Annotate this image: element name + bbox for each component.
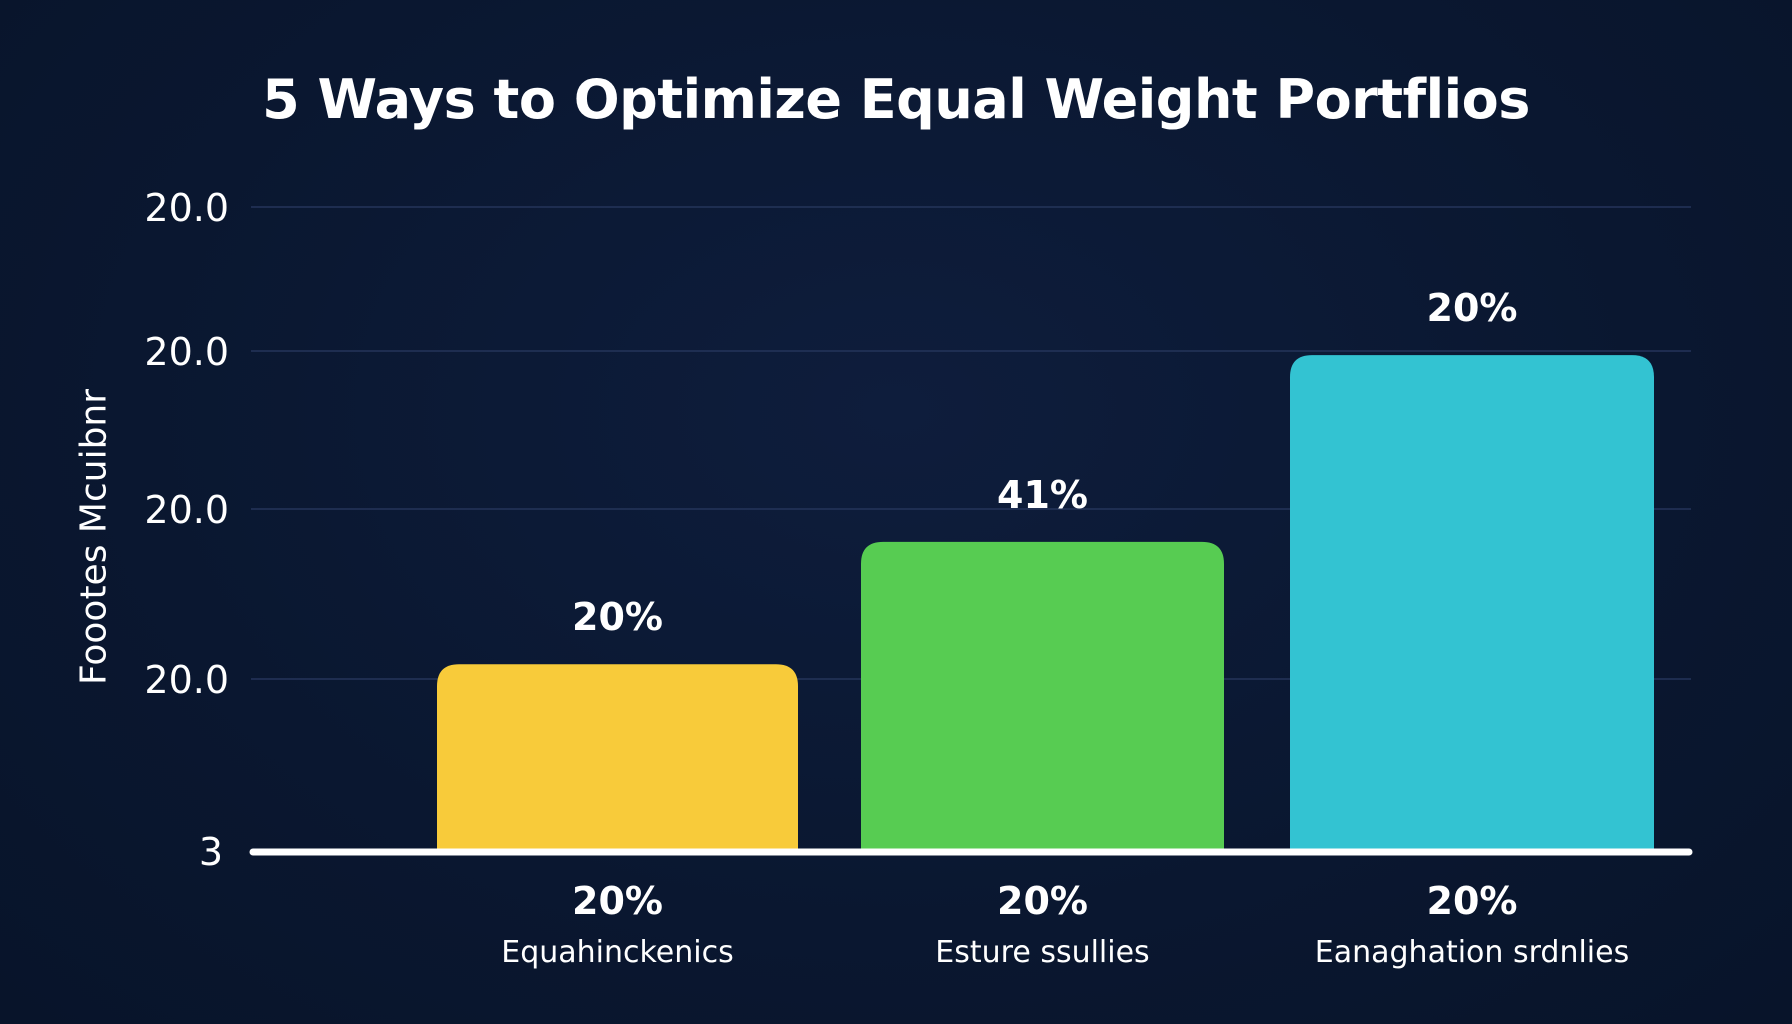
- bar: [861, 541, 1224, 851]
- bar: [1290, 355, 1654, 851]
- y-tick-label: 20.0: [144, 488, 229, 532]
- y-tick-label: 20.0: [144, 658, 229, 702]
- y-tick-label: 20.0: [144, 186, 229, 230]
- x-tick-label: Eanaghation srdnlies: [1315, 935, 1629, 970]
- chart-title: 5 Ways to Optimize Equal Weight Portflio…: [262, 68, 1530, 131]
- x-tick-label: Equahinckenics: [501, 935, 734, 970]
- y-tick-label: 20.0: [144, 330, 229, 374]
- x-tick-label: Esture ssullies: [935, 935, 1149, 970]
- category-value-label: 20%: [1427, 879, 1518, 923]
- category-value-label: 20%: [572, 879, 663, 923]
- bar-value-label: 41%: [997, 473, 1088, 517]
- y-tick-label: 3: [199, 830, 223, 874]
- bar: [437, 664, 798, 851]
- bar-value-label: 20%: [1427, 286, 1518, 330]
- bar-value-label: 20%: [572, 595, 663, 639]
- category-value-label: 20%: [997, 879, 1088, 923]
